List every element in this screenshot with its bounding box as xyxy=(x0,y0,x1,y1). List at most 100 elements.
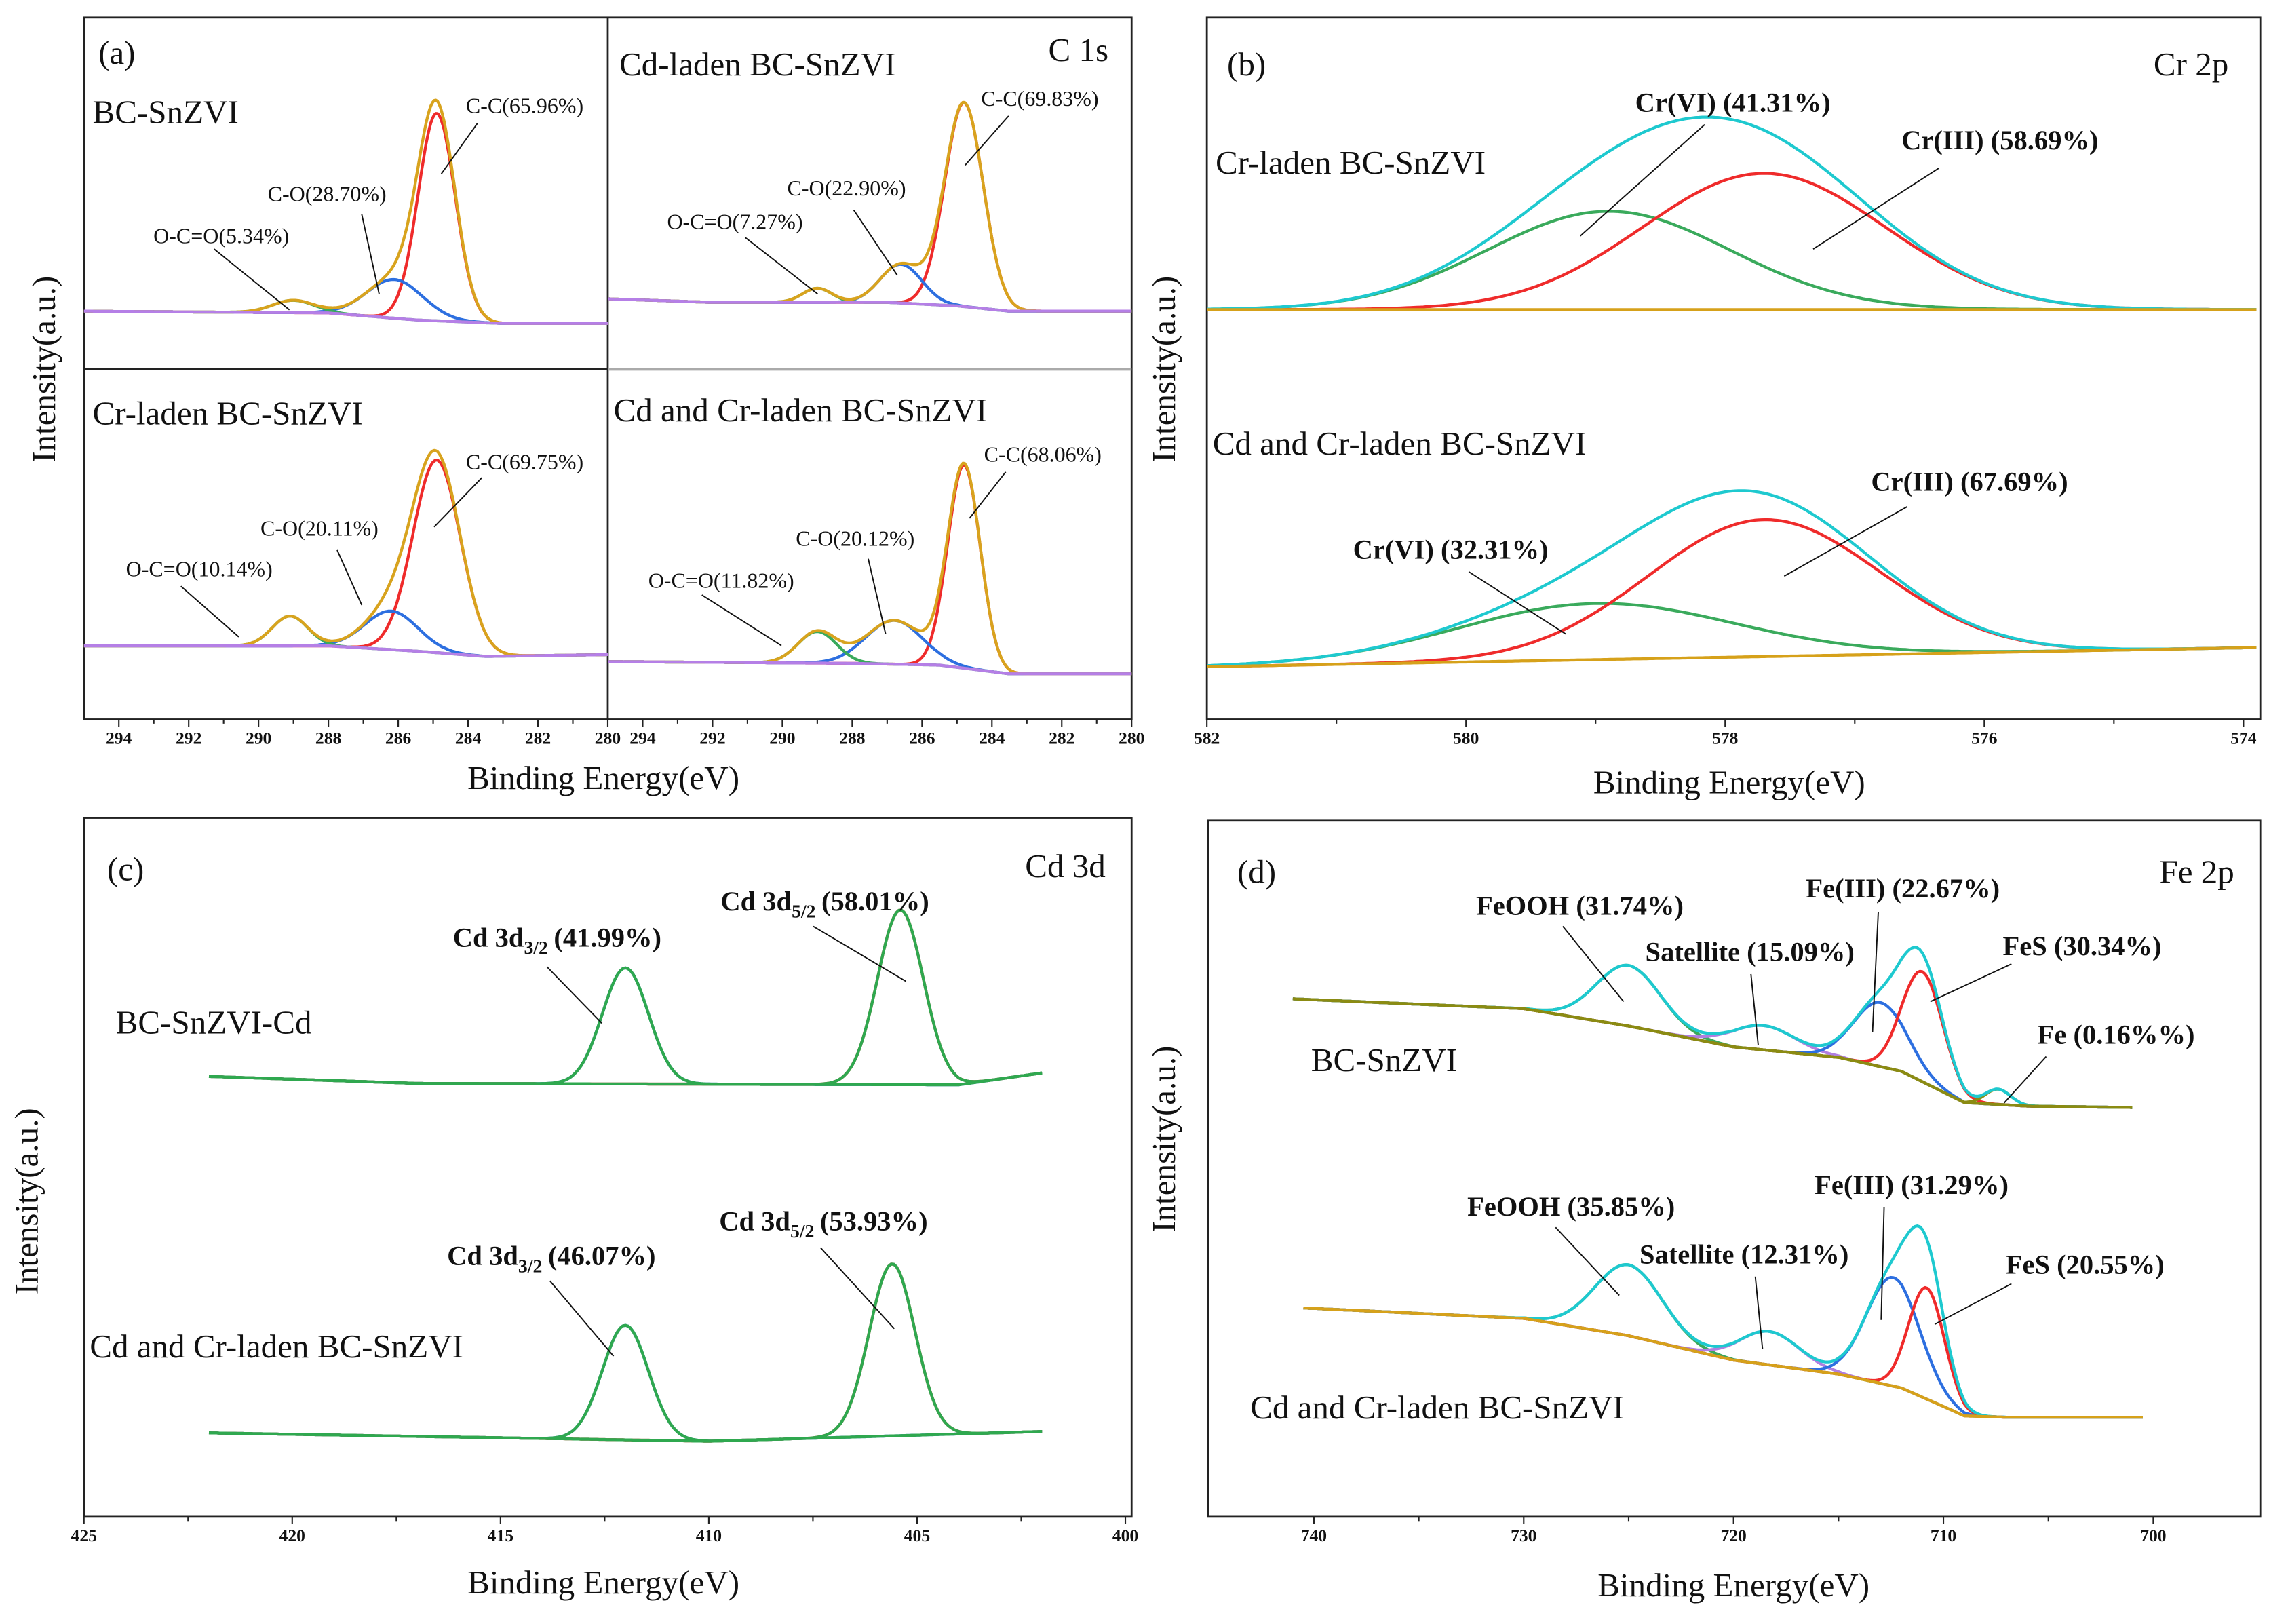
subplot-bc-snzvi-cd xyxy=(208,908,1043,1087)
leader-line xyxy=(1930,963,2012,1003)
envelope-curve xyxy=(83,448,608,657)
subplot-title: Cr-laden BC-SnZVI xyxy=(1216,144,1486,181)
leader-line xyxy=(361,214,380,294)
envelope-curve xyxy=(1207,115,2257,311)
subplot-cd-and-cr-laden-bc-snzvi xyxy=(607,461,1132,676)
x-tick-label: 730 xyxy=(1511,1526,1536,1545)
peak-curve-c-o xyxy=(83,609,608,658)
element-label: C 1s xyxy=(1049,31,1109,69)
baseline-curve xyxy=(1207,646,2257,668)
panel-d-annotations: (d) Fe 2p BC-SnZVI Cd and Cr-laden BC-Sn… xyxy=(1145,853,2234,1604)
x-tick-label: 578 xyxy=(1712,729,1738,748)
peak-label: Fe(III) (22.67%) xyxy=(1806,873,2000,904)
x-axis-title: Binding Energy(eV) xyxy=(1597,1566,1869,1604)
panel-b-frame xyxy=(1205,16,2262,720)
x-axis-title: Binding Energy(eV) xyxy=(467,1564,739,1601)
x-tick-label: 420 xyxy=(279,1526,305,1545)
envelope-curve xyxy=(607,100,1132,313)
panel-b-annotations: (b) Cr 2p Cr-laden BC-SnZVI Cd and Cr-la… xyxy=(1145,45,2228,800)
peak-label: FeOOH (35.85%) xyxy=(1467,1191,1675,1222)
x-tick-label: 288 xyxy=(315,729,341,748)
x-tick-label: 290 xyxy=(769,729,795,748)
peak-label: Cr(VI) (32.31%) xyxy=(1353,535,1549,565)
peak-curve-c-c xyxy=(83,112,608,325)
peak-label: FeS (20.55%) xyxy=(2006,1250,2165,1280)
panel-label: (b) xyxy=(1227,45,1266,83)
panel-a-annotations: (a) C 1s BC-SnZVI Cd-laden BC-SnZVI Cr-l… xyxy=(25,31,1108,796)
x-tick-label: 400 xyxy=(1112,1526,1138,1545)
leader-line xyxy=(2003,1056,2047,1104)
peak-label: C-O(20.11%) xyxy=(260,516,379,541)
panel-c-annotations: (c) Cd 3d BC-SnZVI-Cd Cd and Cr-laden BC… xyxy=(7,847,1105,1601)
peak-label: Cd 3d3/2 (46.07%) xyxy=(447,1241,655,1277)
peak-curve-c-o xyxy=(607,619,1132,676)
peak-label: Fe (0.16%%) xyxy=(2038,1019,2195,1049)
peak-label: Cr(III) (58.69%) xyxy=(1901,125,2098,155)
panel-d-frame xyxy=(1207,819,2262,1518)
peak-label: Cd 3d5/2 (58.01%) xyxy=(720,886,929,922)
subplot-cd-laden-bc-snzvi xyxy=(607,100,1132,313)
envelope-curve xyxy=(83,98,608,325)
leader-line xyxy=(549,1280,615,1357)
x-tick-label: 286 xyxy=(385,729,412,748)
peak-label: Satellite (12.31%) xyxy=(1640,1239,1848,1270)
panel-label: (c) xyxy=(107,850,144,887)
peak-label: O-C=O(7.27%) xyxy=(667,209,802,233)
leader-line xyxy=(701,594,782,646)
x-tick-label: 740 xyxy=(1301,1526,1327,1545)
y-axis-title: Intensity(a.u.) xyxy=(25,276,62,463)
x-axis-title: Binding Energy(eV) xyxy=(1593,763,1865,800)
peak-label: Fe(III) (31.29%) xyxy=(1815,1169,2009,1200)
peak-label: Cd 3d3/2 (41.99%) xyxy=(453,922,661,958)
leader-line xyxy=(965,115,1009,166)
subplot-title: BC-SnZVI xyxy=(1311,1041,1457,1079)
subplot-title: BC-SnZVI xyxy=(93,94,239,131)
leader-line xyxy=(546,966,603,1024)
element-label: Fe 2p xyxy=(2159,853,2234,891)
x-tick-label: 290 xyxy=(246,729,271,748)
peak-label: Cd 3d5/2 (53.93%) xyxy=(719,1206,927,1242)
leader-line xyxy=(1880,1207,1885,1320)
x-tick-label: 286 xyxy=(909,729,935,748)
baseline-curve xyxy=(607,660,1132,676)
axis-ticks: 294 292 290 288 286 284 282 280 294 292 290 288 286 2… xyxy=(71,719,2257,1545)
x-tick-label: 292 xyxy=(176,729,201,748)
peak-curve-o-c-o xyxy=(607,630,1132,676)
peak-label: Cr(VI) (41.31%) xyxy=(1635,87,1831,117)
x-tick-label: 294 xyxy=(106,729,132,748)
panel-c-frame xyxy=(83,817,1133,1518)
panel-label: (a) xyxy=(98,34,135,71)
x-tick-label: 280 xyxy=(595,729,621,748)
envelope-curve xyxy=(1207,489,2257,668)
peak-label: C-C(69.83%) xyxy=(981,86,1098,111)
x-tick-label: 576 xyxy=(1971,729,1998,748)
leader-line xyxy=(853,210,898,276)
leader-line xyxy=(1468,571,1566,635)
leader-line xyxy=(214,248,290,311)
leader-line xyxy=(433,477,483,528)
leader-line xyxy=(868,558,887,634)
leader-line xyxy=(1750,973,1759,1045)
leader-line xyxy=(745,237,818,295)
peak-label: C-C(65.96%) xyxy=(466,94,583,118)
y-axis-title: Intensity(a.u.) xyxy=(7,1108,45,1294)
peak-label: FeS (30.34%) xyxy=(2002,931,2161,961)
baseline-curve xyxy=(83,309,608,325)
leader-line xyxy=(1562,925,1625,1003)
subplot-title: Cd and Cr-laden BC-SnZVI xyxy=(1250,1389,1624,1426)
peak-label: O-C=O(10.14%) xyxy=(126,556,273,581)
baseline-curve xyxy=(83,644,608,658)
peak-label: C-C(68.06%) xyxy=(984,442,1102,467)
y-axis-title: Intensity(a.u.) xyxy=(1145,1046,1182,1233)
peak-label: O-C=O(5.34%) xyxy=(153,224,289,248)
baseline-curve xyxy=(1303,1306,2143,1419)
subplot-cd-and-cr-laden-bc-snzvi xyxy=(1303,1224,2143,1419)
leader-line xyxy=(819,1247,895,1330)
peak-curve-c-o xyxy=(607,263,1132,313)
baseline-curve xyxy=(208,1430,1043,1443)
peak-curve-c-c xyxy=(607,101,1132,313)
subplot-bc-snzvi xyxy=(83,98,608,325)
x-tick-label: 280 xyxy=(1119,729,1144,748)
y-axis-title: Intensity(a.u.) xyxy=(1145,276,1182,463)
x-tick-label: 405 xyxy=(904,1526,930,1545)
